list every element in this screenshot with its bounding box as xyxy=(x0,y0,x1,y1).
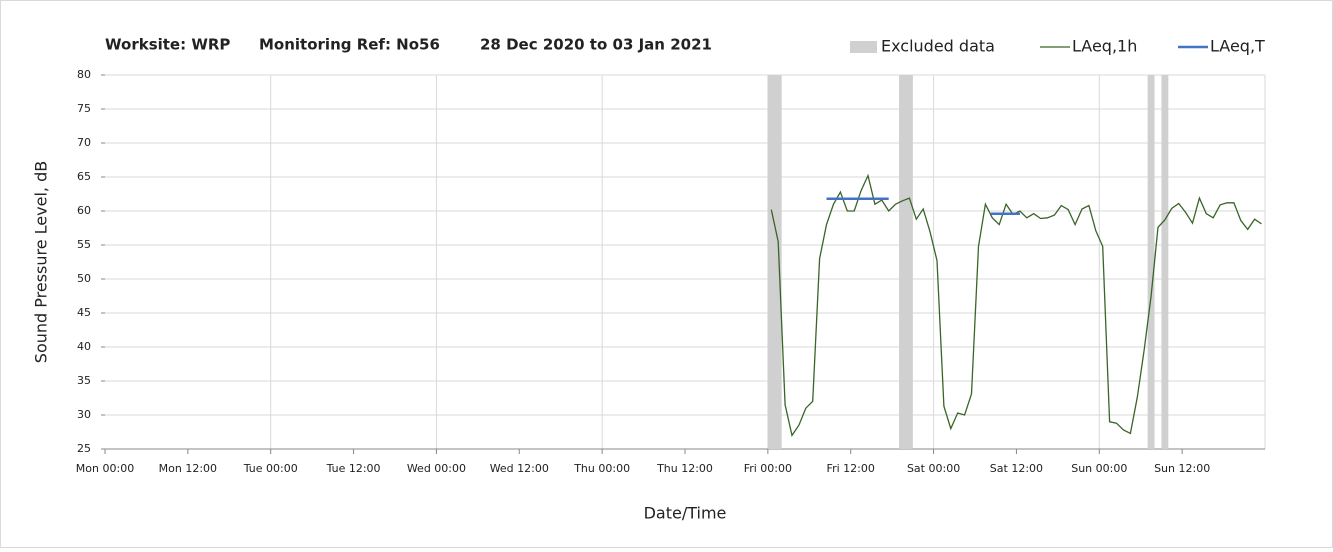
x-tick-label: Tue 00:00 xyxy=(243,462,298,475)
excluded-band xyxy=(899,75,913,449)
excluded-band xyxy=(1161,75,1169,449)
x-tick-label: Tue 12:00 xyxy=(326,462,381,475)
chart-title: 28 Dec 2020 to 03 Jan 2021 xyxy=(480,36,712,54)
x-tick-label: Thu 12:00 xyxy=(656,462,713,475)
y-tick-label: 60 xyxy=(77,204,91,217)
excluded-band xyxy=(767,75,782,449)
x-tick-label: Sat 12:00 xyxy=(990,462,1043,475)
y-tick-label: 80 xyxy=(77,68,91,81)
x-tick-label: Sun 12:00 xyxy=(1154,462,1210,475)
y-tick-label: 40 xyxy=(77,340,91,353)
x-tick-label: Sun 00:00 xyxy=(1071,462,1127,475)
y-axis-label: Sound Pressure Level, dB xyxy=(32,161,51,363)
y-tick-label: 35 xyxy=(77,374,91,387)
legend-label: Excluded data xyxy=(881,37,995,56)
x-tick-label: Mon 12:00 xyxy=(159,462,217,475)
y-tick-label: 25 xyxy=(77,442,91,455)
x-tick-label: Fri 12:00 xyxy=(827,462,875,475)
y-tick-label: 65 xyxy=(77,170,91,183)
y-tick-label: 50 xyxy=(77,272,91,285)
legend-swatch xyxy=(850,41,877,53)
series-line xyxy=(826,197,1020,215)
x-tick-label: Wed 12:00 xyxy=(490,462,549,475)
chart-title: Monitoring Ref: No56 xyxy=(259,36,440,54)
y-tick-label: 70 xyxy=(77,136,91,149)
x-tick-label: Mon 00:00 xyxy=(76,462,134,475)
excluded-band xyxy=(1147,75,1155,449)
y-tick-label: 30 xyxy=(77,408,91,421)
x-tick-label: Fri 00:00 xyxy=(744,462,792,475)
x-tick-label: Thu 00:00 xyxy=(573,462,630,475)
legend-label: LAeq,T xyxy=(1210,37,1265,56)
x-tick-label: Wed 00:00 xyxy=(407,462,466,475)
x-axis-label: Date/Time xyxy=(644,504,727,523)
chart-title: Worksite: WRP xyxy=(105,36,230,54)
y-tick-label: 75 xyxy=(77,102,91,115)
legend-label: LAeq,1h xyxy=(1072,37,1137,56)
y-tick-label: 45 xyxy=(77,306,91,319)
y-tick-label: 55 xyxy=(77,238,91,251)
x-tick-label: Sat 00:00 xyxy=(907,462,960,475)
